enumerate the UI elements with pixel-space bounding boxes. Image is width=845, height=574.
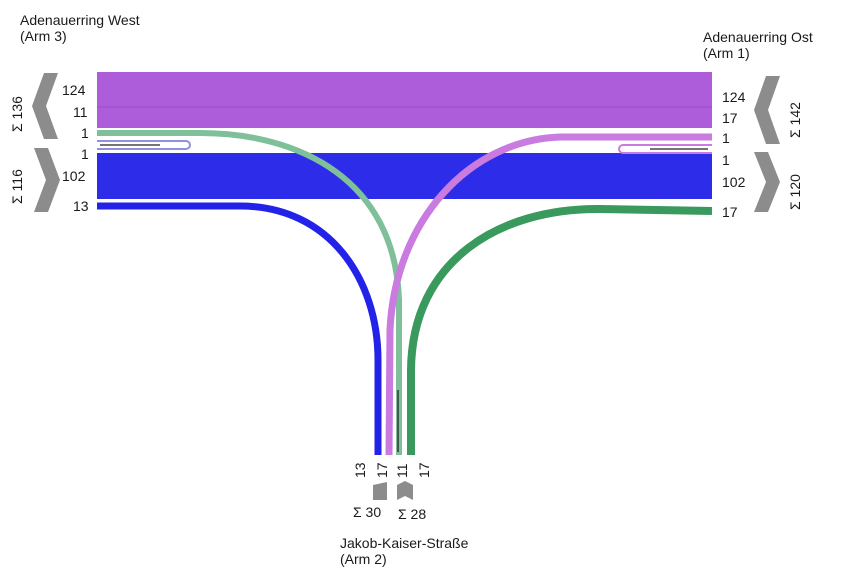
south-inbound-sum: Σ 30	[353, 504, 382, 520]
south-outbound-sum: Σ 28	[398, 506, 427, 522]
east-outbound-sum: Σ 120	[787, 174, 803, 210]
arm-west-label: Adenauerring West (Arm 3)	[20, 12, 140, 44]
east-inbound-arrow-icon	[754, 76, 780, 144]
west-outbound-sum: Σ 116	[9, 169, 25, 204]
arm-west-name: Adenauerring West	[20, 12, 140, 28]
arm-east-name: Adenauerring Ost	[703, 29, 813, 45]
east-in-left: 17	[722, 110, 738, 126]
arm-east-label: Adenauerring Ost (Arm 1)	[703, 29, 813, 61]
arm-west-number: (Arm 3)	[20, 28, 67, 44]
west-inbound-arrow-icon	[32, 73, 58, 139]
flow-west-to-south-light	[97, 130, 402, 455]
flow-east-to-south-purple	[385, 133, 712, 456]
west-out-through: 102	[62, 168, 86, 184]
south-to-west: 13	[352, 462, 368, 478]
east-in-uturn: 1	[722, 130, 730, 146]
east-outbound-arrow-icon	[754, 152, 780, 212]
arm-south-label: Jakob-Kaiser-Straße (Arm 2)	[340, 535, 468, 567]
east-in-through: 124	[722, 89, 746, 105]
west-outbound-arrow-icon	[34, 148, 60, 212]
south-from-west: 11	[394, 463, 410, 478]
flow-band-west-to-east	[97, 153, 712, 199]
south-to-east: 17	[416, 462, 432, 478]
east-inbound-sum: Σ 142	[787, 102, 803, 138]
south-from-east: 17	[374, 462, 390, 478]
flow-south-to-west-blue	[97, 202, 382, 455]
arm-east-number: (Arm 1)	[703, 45, 750, 61]
east-out-through: 102	[722, 174, 746, 190]
west-in-through: 124	[62, 82, 86, 98]
east-out-uturn: 1	[722, 152, 730, 168]
south-inbound-arrow-icon	[373, 482, 387, 500]
east-uturn-loop	[618, 144, 712, 154]
west-in-uturn: 1	[81, 125, 89, 141]
flow-band-east-to-west	[97, 72, 712, 128]
south-outbound-arrow-icon	[397, 481, 413, 500]
west-uturn-loop	[97, 140, 191, 150]
flow-south-to-east-green	[407, 204, 713, 455]
arm-south-number: (Arm 2)	[340, 551, 387, 567]
arm-south-name: Jakob-Kaiser-Straße	[340, 535, 469, 551]
west-out-from-south: 13	[73, 198, 89, 214]
west-inbound-sum: Σ 136	[9, 96, 25, 132]
west-in-right: 11	[73, 104, 88, 120]
east-out-from-south: 17	[722, 204, 738, 220]
west-out-uturn: 1	[81, 146, 89, 162]
